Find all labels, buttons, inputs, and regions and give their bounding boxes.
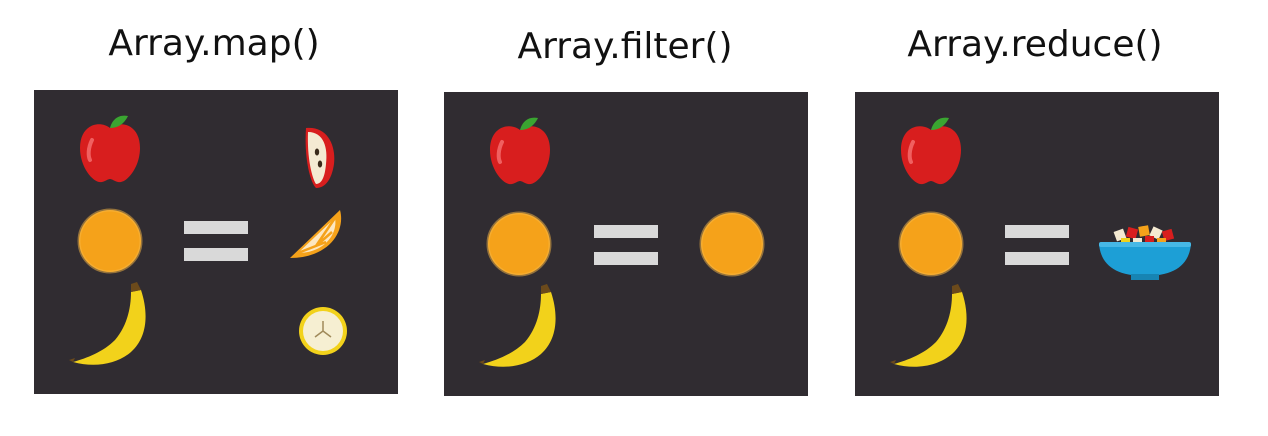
- filter-panel: [444, 92, 808, 396]
- map-title: Array.map(): [108, 23, 320, 64]
- apple-slice-icon: [305, 127, 335, 188]
- map-panel: [34, 90, 398, 394]
- orange-slice-icon: [290, 210, 342, 258]
- banana-slice-icon: [299, 307, 347, 355]
- equals-sign: [1005, 225, 1069, 265]
- banana-icon: [69, 282, 146, 365]
- banana-icon: [479, 284, 556, 367]
- fruit-salad-bowl-icon: [1099, 225, 1191, 280]
- banana-icon: [890, 284, 967, 367]
- apple-icon: [80, 115, 140, 183]
- filter-title: Array.filter(): [517, 26, 733, 67]
- apple-icon: [490, 117, 550, 185]
- reduce-panel: [855, 92, 1219, 396]
- orange-icon: [699, 211, 765, 277]
- equals-sign: [184, 221, 248, 261]
- equals-sign: [594, 225, 658, 265]
- apple-icon: [901, 117, 961, 185]
- reduce-title: Array.reduce(): [907, 24, 1163, 65]
- orange-icon: [77, 208, 143, 274]
- orange-icon: [898, 211, 964, 277]
- orange-icon: [486, 211, 552, 277]
